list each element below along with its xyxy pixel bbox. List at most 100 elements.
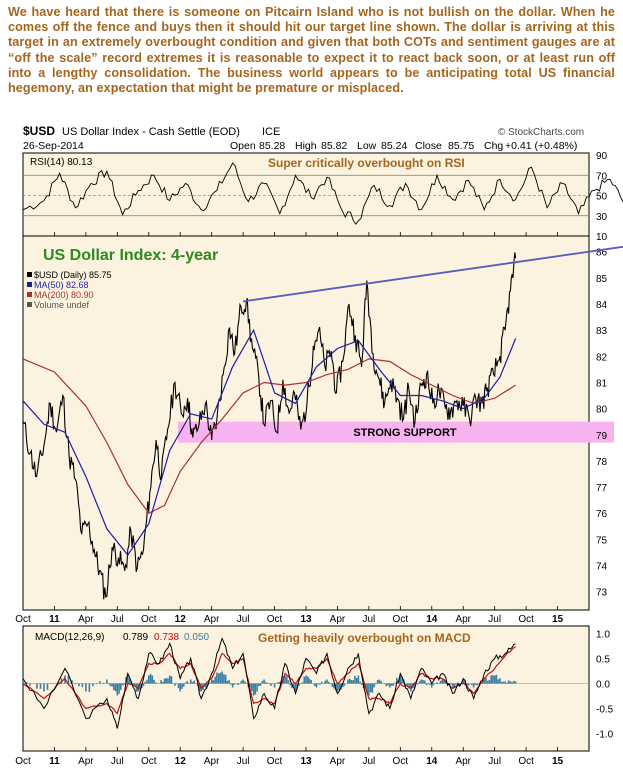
price-tick-label: 83 xyxy=(596,326,608,337)
x-tick-label-macd: Oct xyxy=(518,756,534,767)
price-tick-label: 81 xyxy=(596,378,608,389)
x-tick-label: 14 xyxy=(426,614,438,625)
price-tick-label: 77 xyxy=(596,483,608,494)
svg-text:+0.41 (+0.48%): +0.41 (+0.48%) xyxy=(505,140,577,152)
svg-text:Close: Close xyxy=(415,140,442,152)
legend-swatch xyxy=(27,282,32,287)
macd-tick-label: 1.0 xyxy=(596,630,610,641)
macd-histogram-value: 0.050 xyxy=(184,632,209,643)
x-tick-label-macd: Apr xyxy=(455,756,471,767)
exchange: ICE xyxy=(262,126,280,138)
target-trendline xyxy=(242,245,623,303)
x-tick-label: Jul xyxy=(362,614,375,625)
svg-text:85.82: 85.82 xyxy=(321,140,347,152)
svg-text:Low: Low xyxy=(357,140,377,152)
x-tick-label-macd: Oct xyxy=(267,756,283,767)
x-tick-label-macd: Apr xyxy=(204,756,220,767)
x-tick-label-macd: 12 xyxy=(175,756,187,767)
symbol: $USD xyxy=(23,124,55,138)
price-tick-label: 80 xyxy=(596,405,608,416)
x-tick-label: Oct xyxy=(15,614,31,625)
ohlc-readout: Open 85.28 High 85.82 Low 85.24 Close 85… xyxy=(230,140,577,152)
price-tick-label: 73 xyxy=(596,588,608,599)
rsi-tick-label: 10 xyxy=(596,232,608,243)
rsi-tick-label: 90 xyxy=(596,151,608,162)
price-tick-label: 86 xyxy=(596,248,608,259)
svg-text:85.24: 85.24 xyxy=(381,140,407,152)
x-tick-label: Oct xyxy=(141,614,157,625)
index-name: US Dollar Index - Cash Settle (EOD) xyxy=(62,126,240,138)
price-tick-label: 76 xyxy=(596,509,608,520)
support-label: STRONG SUPPORT xyxy=(353,427,457,439)
x-tick-label: Oct xyxy=(518,614,534,625)
price-tick-label: 74 xyxy=(596,562,608,573)
x-tick-label-macd: 15 xyxy=(552,756,564,767)
legend-swatch xyxy=(27,272,32,277)
macd-tick-label: 0.0 xyxy=(596,680,610,691)
ma50-line xyxy=(22,328,517,557)
x-tick-label: Oct xyxy=(393,614,409,625)
price-tick-label: 85 xyxy=(596,274,608,285)
x-tick-label-macd: Jul xyxy=(237,756,250,767)
price-tick-label: 75 xyxy=(596,535,608,546)
macd-annotation: Getting heavily overbought on MACD xyxy=(258,631,471,645)
rsi-tick-label: 30 xyxy=(596,212,608,223)
source-credit: © StockCharts.com xyxy=(498,127,584,138)
macd-value: 0.789 xyxy=(123,632,148,643)
x-tick-label-macd: 13 xyxy=(300,756,312,767)
x-tick-label-macd: Apr xyxy=(330,756,346,767)
x-tick-label: 13 xyxy=(300,614,312,625)
rsi-tick-label: 70 xyxy=(596,171,608,182)
legend-swatch xyxy=(27,292,32,297)
x-tick-label: Apr xyxy=(204,614,220,625)
svg-text:85.75: 85.75 xyxy=(448,140,474,152)
x-tick-label-macd: Oct xyxy=(15,756,31,767)
macd-chart: -1.0 -0.5 0.0 0.5 1.0 MACD(12,26,9) 0.789 0.738… xyxy=(22,630,614,741)
svg-text:High: High xyxy=(295,140,317,152)
x-tick-label: 11 xyxy=(49,614,60,625)
x-tick-label-macd: 14 xyxy=(426,756,438,767)
x-tick-label: Apr xyxy=(330,614,346,625)
x-tick-label: 12 xyxy=(175,614,187,625)
legend-swatch xyxy=(27,302,32,307)
x-tick-label-macd: 11 xyxy=(49,756,60,767)
x-tick-label: Jul xyxy=(488,614,501,625)
x-tick-label: Apr xyxy=(78,614,94,625)
macd-legend: MACD(12,26,9) xyxy=(35,632,104,643)
macd-tick-label: -1.0 xyxy=(596,730,614,741)
svg-text:85.28: 85.28 xyxy=(259,140,285,152)
commentary-text: We have heard that there is someone on P… xyxy=(8,5,615,96)
x-tick-label: Apr xyxy=(455,614,471,625)
x-tick-label-macd: Oct xyxy=(141,756,157,767)
ma200-line xyxy=(22,358,516,514)
rsi-legend: RSI(14) 80.13 xyxy=(30,157,93,168)
rsi-panel xyxy=(22,152,590,237)
x-tick-label-macd: Oct xyxy=(393,756,409,767)
x-tick-label-macd: Jul xyxy=(362,756,375,767)
price-chart: STRONG SUPPORT 73 74 75 76 77 78 79 80 81 82 83 84 85… xyxy=(22,245,623,600)
chart-title: US Dollar Index: 4-year xyxy=(43,247,218,264)
macd-tick-label: -0.5 xyxy=(596,705,614,716)
macd-tick-label: 0.5 xyxy=(596,655,610,666)
macd-line xyxy=(22,637,516,729)
price-line xyxy=(22,252,517,600)
rsi-line xyxy=(22,162,623,225)
legend-entry: $USD (Daily) 85.75 xyxy=(34,270,112,280)
svg-text:Chg: Chg xyxy=(484,140,503,152)
x-axis: Oct Oct 11 11 Apr Apr Jul Jul Oct Oct 12 12 Apr Apr Ju… xyxy=(15,232,564,767)
svg-text:Open: Open xyxy=(230,140,256,152)
x-tick-label: Jul xyxy=(111,614,124,625)
stock-chart: $USD US Dollar Index - Cash Settle (EOD)… xyxy=(15,124,623,767)
legend-entry: Volume undef xyxy=(34,300,90,310)
x-tick-label-macd: Jul xyxy=(111,756,124,767)
rsi-annotation: Super critically overbought on RSI xyxy=(268,156,465,170)
price-tick-label: 78 xyxy=(596,457,608,468)
legend-entry: MA(50) 82.68 xyxy=(34,280,89,290)
price-tick-label: 82 xyxy=(596,352,608,363)
x-tick-label: Jul xyxy=(237,614,250,625)
x-tick-label: Oct xyxy=(267,614,283,625)
price-tick-label: 79 xyxy=(596,431,608,442)
support-band xyxy=(178,421,614,443)
rsi-tick-label: 50 xyxy=(596,192,608,203)
x-tick-label-macd: Apr xyxy=(78,756,94,767)
